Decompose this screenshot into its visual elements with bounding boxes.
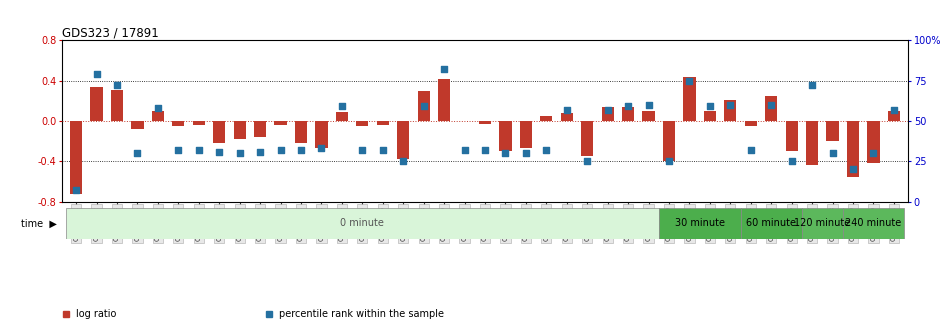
Point — [457, 147, 473, 153]
Bar — [131, 121, 144, 129]
Point — [805, 83, 820, 88]
Point — [273, 147, 288, 153]
Bar — [843, 208, 904, 239]
Point — [764, 102, 779, 108]
Bar — [234, 121, 245, 139]
Text: time  ▶: time ▶ — [21, 218, 57, 228]
Point — [150, 106, 165, 111]
Bar — [540, 116, 553, 121]
Point — [68, 187, 84, 193]
Point — [232, 151, 247, 156]
Bar — [316, 121, 327, 148]
Point — [437, 67, 452, 72]
Point — [845, 167, 861, 172]
Bar — [741, 208, 802, 239]
Bar — [581, 121, 593, 156]
Bar — [725, 100, 736, 121]
Point — [417, 104, 432, 109]
Bar — [295, 121, 307, 143]
Point — [784, 159, 799, 164]
Text: 30 minute: 30 minute — [674, 218, 725, 228]
Point — [171, 147, 186, 153]
Bar — [888, 111, 900, 121]
Point — [559, 107, 574, 112]
Bar — [90, 87, 103, 121]
Bar — [602, 107, 613, 121]
Bar — [643, 111, 654, 121]
Point — [355, 147, 370, 153]
Point — [702, 104, 717, 109]
Bar — [357, 121, 368, 126]
Bar — [417, 91, 430, 121]
Point — [600, 107, 615, 112]
Point — [743, 147, 758, 153]
Point — [89, 72, 105, 77]
Point — [538, 147, 553, 153]
Bar — [398, 121, 409, 159]
Point — [212, 149, 227, 154]
Point — [109, 83, 125, 88]
Bar — [806, 121, 818, 165]
Bar — [152, 111, 164, 121]
Bar — [193, 121, 204, 125]
Point — [253, 149, 268, 154]
Point — [294, 147, 309, 153]
Point — [130, 151, 146, 156]
Bar — [336, 112, 348, 121]
Point — [641, 102, 656, 108]
Point — [579, 159, 594, 164]
Bar — [377, 121, 389, 125]
Bar — [213, 121, 225, 143]
Bar — [745, 121, 757, 126]
Bar — [561, 113, 573, 121]
Point — [723, 102, 738, 108]
Bar — [663, 121, 675, 161]
Bar — [438, 79, 450, 121]
Bar — [479, 121, 491, 124]
Bar — [70, 121, 82, 194]
Bar — [275, 121, 286, 125]
Bar — [499, 121, 512, 151]
Bar — [704, 111, 716, 121]
Point — [865, 151, 881, 156]
Point — [314, 146, 329, 151]
Point — [682, 78, 697, 83]
Bar — [254, 121, 266, 137]
Point — [825, 151, 840, 156]
Bar — [520, 121, 532, 148]
Bar — [802, 208, 843, 239]
Point — [497, 151, 513, 156]
Bar — [622, 107, 634, 121]
Bar — [847, 121, 859, 177]
Text: 60 minute: 60 minute — [747, 218, 796, 228]
Bar — [66, 208, 659, 239]
Text: 120 minute: 120 minute — [794, 218, 850, 228]
Point — [661, 159, 676, 164]
Bar — [826, 121, 839, 141]
Point — [191, 147, 206, 153]
Bar — [659, 208, 741, 239]
Text: percentile rank within the sample: percentile rank within the sample — [280, 309, 444, 319]
Bar — [786, 121, 798, 151]
Point — [335, 104, 350, 109]
Point — [886, 107, 902, 112]
Point — [396, 159, 411, 164]
Bar — [111, 90, 123, 121]
Text: 240 minute: 240 minute — [845, 218, 902, 228]
Point — [376, 147, 391, 153]
Bar — [684, 77, 695, 121]
Bar — [867, 121, 880, 163]
Bar — [766, 96, 777, 121]
Bar — [172, 121, 184, 126]
Point — [477, 147, 493, 153]
Text: GDS323 / 17891: GDS323 / 17891 — [62, 26, 159, 39]
Text: 0 minute: 0 minute — [340, 218, 384, 228]
Point — [620, 104, 635, 109]
Point — [518, 151, 534, 156]
Text: log ratio: log ratio — [76, 309, 117, 319]
